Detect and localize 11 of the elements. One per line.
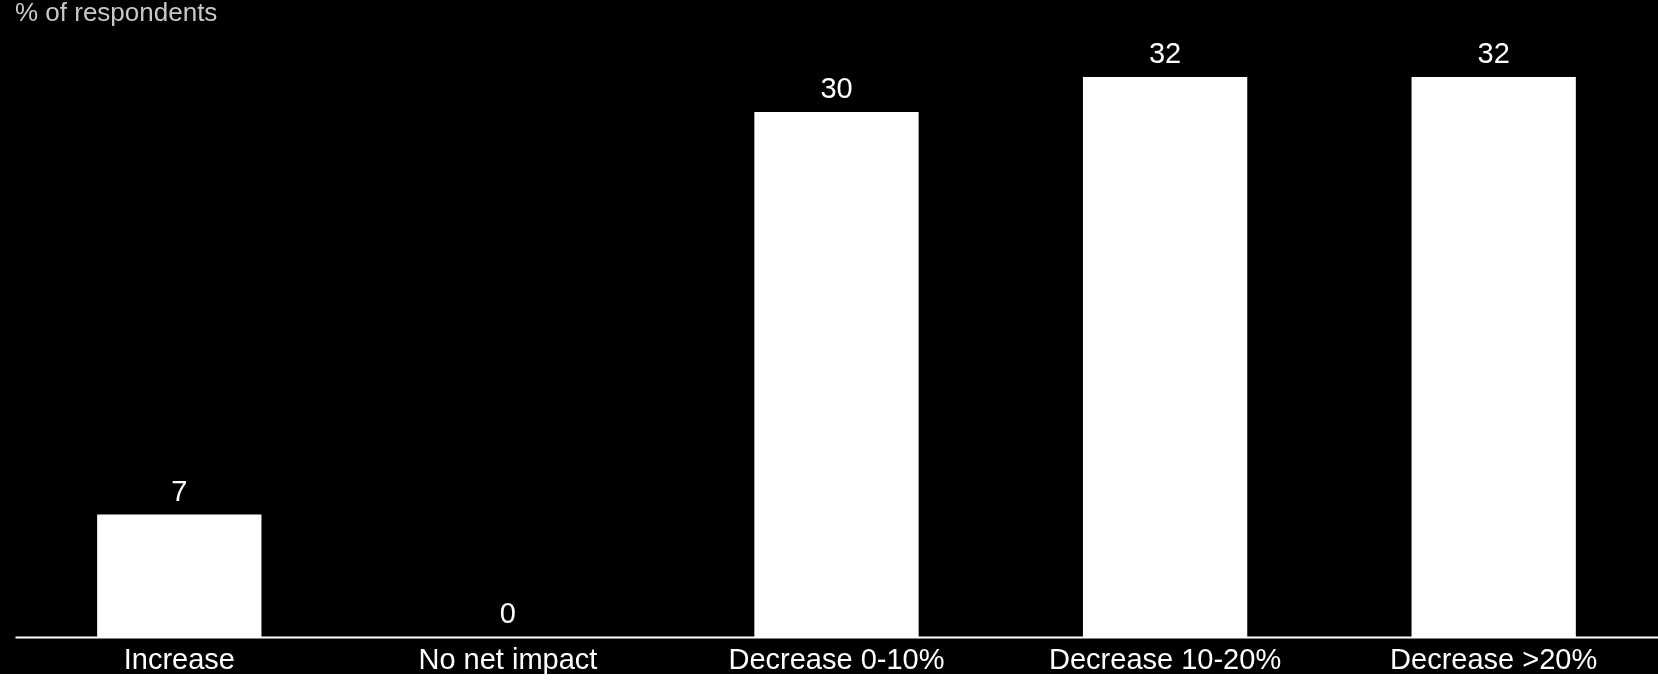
x-tick-label: No net impact	[418, 642, 598, 675]
y-axis-title: % of respondents	[15, 0, 218, 27]
x-tick-label: Decrease 10-20%	[1049, 642, 1282, 675]
x-tick-label: Increase	[123, 642, 235, 675]
data-label: 32	[1477, 37, 1510, 69]
data-label: 7	[171, 474, 188, 507]
data-label: 0	[499, 597, 516, 629]
data-label: 32	[1148, 37, 1182, 69]
data-label: 30	[820, 72, 853, 104]
x-tick-label: Decrease 0-10%	[728, 642, 945, 675]
x-tick-label: Decrease >20%	[1390, 642, 1598, 675]
